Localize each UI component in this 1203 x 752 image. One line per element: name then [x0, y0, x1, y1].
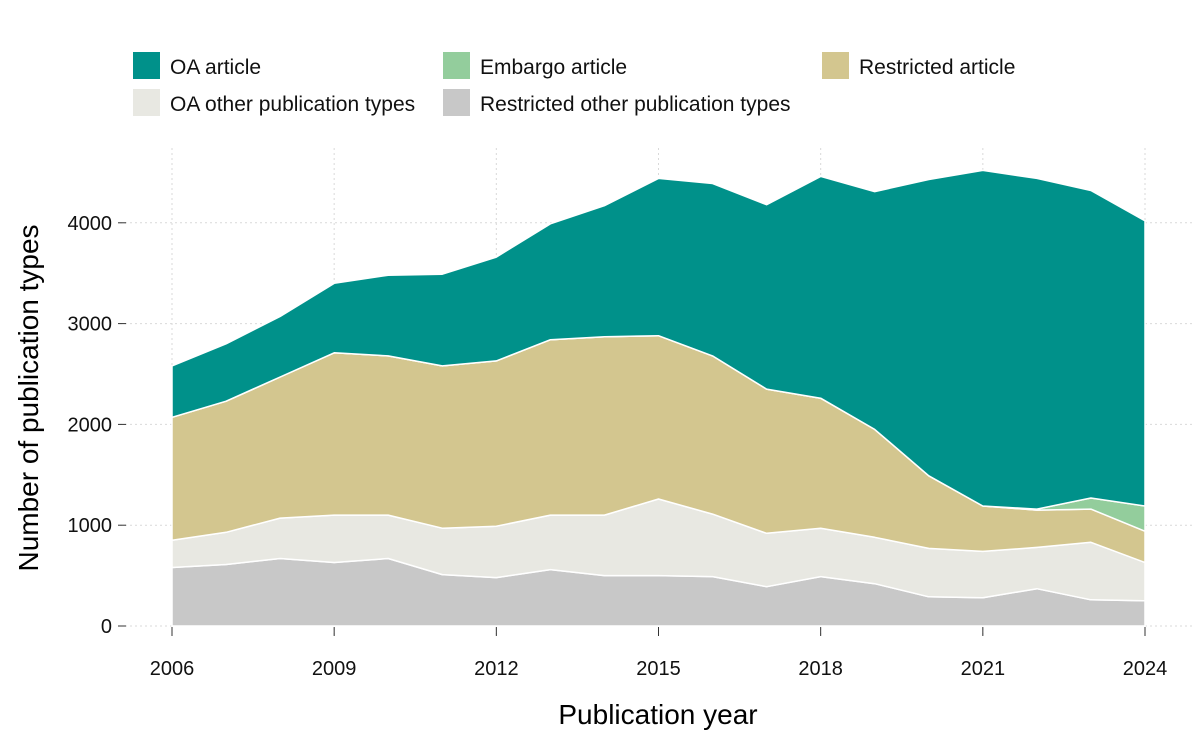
legend-label-oa-article: OA article: [170, 56, 261, 79]
x-tick-label-2015: 2015: [636, 658, 681, 680]
legend-swatch-restricted-other-publication-types: [443, 89, 470, 116]
x-tick-label-2009: 2009: [312, 658, 357, 680]
y-axis-ticks: 0 1000 2000 3000 4000: [68, 213, 126, 638]
y-tick-label-0: 0: [101, 616, 112, 638]
legend-label-embargo-article: Embargo article: [480, 56, 627, 79]
legend-swatch-oa-other-publication-types: [133, 89, 160, 116]
x-tick-label-2012: 2012: [474, 658, 519, 680]
x-tick-label-2024: 2024: [1123, 658, 1168, 680]
y-tick-label-1000: 1000: [68, 515, 113, 537]
area-oa-article: [171, 169, 1146, 510]
legend-swatch-oa-article: [133, 52, 160, 79]
x-tick-label-2021: 2021: [961, 658, 1006, 680]
x-tick-label-2018: 2018: [798, 658, 843, 680]
y-tick-label-4000: 4000: [68, 213, 113, 235]
legend-label-oa-other-publication-types: OA other publication types: [170, 93, 415, 116]
legend-label-restricted-other-publication-types: Restricted other publication types: [480, 93, 791, 116]
x-axis-title: Publication year: [558, 699, 757, 730]
legend-label-restricted-article: Restricted article: [859, 56, 1015, 79]
x-tick-label-2006: 2006: [150, 658, 195, 680]
y-tick-label-2000: 2000: [68, 414, 113, 436]
x-axis-ticks: 2006 2009 2012 2015 2018 2021 2024: [150, 627, 1168, 680]
legend-swatch-embargo-article: [443, 52, 470, 79]
y-axis-title: Number of publication types: [13, 224, 44, 571]
legend: OA article Embargo article Restricted arti…: [133, 52, 1015, 116]
y-tick-label-3000: 3000: [68, 314, 113, 336]
area-layer: [171, 169, 1146, 627]
legend-swatch-restricted-article: [822, 52, 849, 79]
